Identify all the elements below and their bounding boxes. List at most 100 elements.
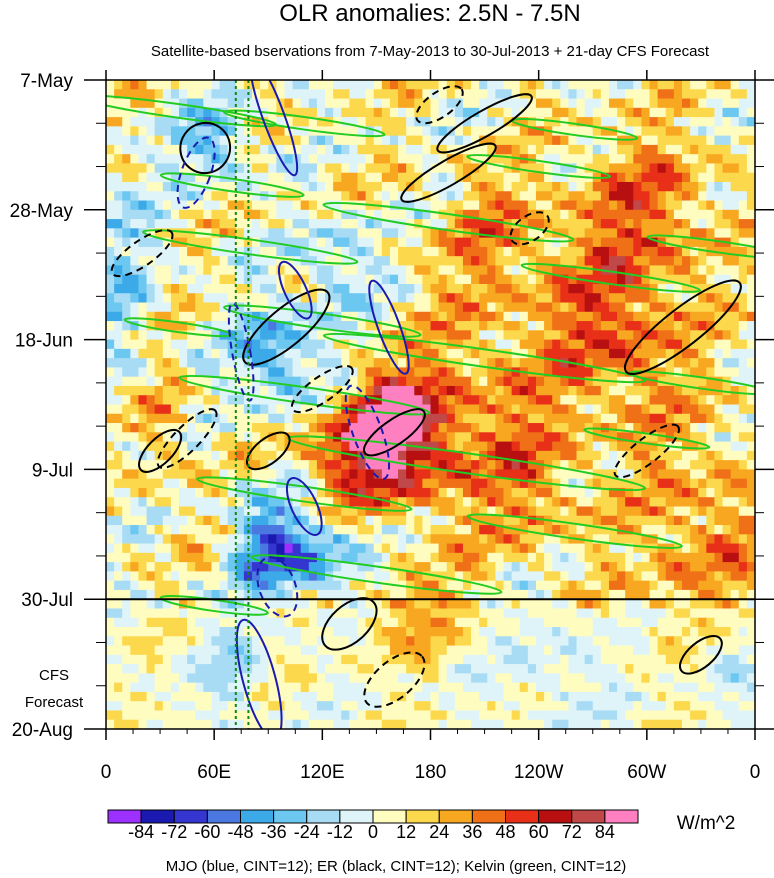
heat-cell <box>154 478 164 489</box>
heat-cell <box>462 321 472 331</box>
heat-cell <box>730 543 740 554</box>
heat-cell <box>511 311 521 322</box>
heat-cell <box>219 181 229 192</box>
heat-cell <box>106 645 115 656</box>
heat-cell <box>535 237 545 248</box>
heat-cell <box>106 246 115 257</box>
heat-cell <box>398 385 407 396</box>
heat-cell <box>300 98 310 109</box>
heat-cell <box>333 219 342 229</box>
heat-cell <box>487 209 496 220</box>
heat-cell <box>292 385 302 396</box>
heat-cell <box>398 469 407 480</box>
heat-cell <box>195 163 204 174</box>
heat-cell <box>430 163 440 174</box>
heat-cell <box>203 246 213 257</box>
heat-cell <box>746 645 755 656</box>
heat-cell <box>576 552 586 563</box>
heat-cell <box>308 181 318 192</box>
heat-cell <box>114 525 123 535</box>
heat-cell <box>600 191 610 202</box>
heat-cell <box>106 283 115 294</box>
heat-cell <box>698 117 707 127</box>
heat-cell <box>260 348 269 359</box>
heat-cell <box>130 395 140 406</box>
heat-cell <box>406 580 415 591</box>
heat-cell <box>406 181 415 192</box>
heat-cell <box>195 627 204 637</box>
heat-cell <box>438 450 448 461</box>
heat-cell <box>552 580 561 591</box>
heat-cell <box>552 358 561 369</box>
heat-cell <box>365 543 375 554</box>
heat-cell <box>487 385 496 396</box>
heat-cell <box>316 339 326 350</box>
heat-cell <box>503 348 513 359</box>
heat-cell <box>187 181 196 192</box>
heat-cell <box>260 562 269 572</box>
heat-cell <box>560 506 570 517</box>
heat-cell <box>381 339 391 350</box>
heat-cell <box>406 107 415 118</box>
heat-cell <box>535 302 545 313</box>
heat-cell <box>316 423 326 433</box>
heat-cell <box>292 404 302 415</box>
heat-cell <box>406 246 415 257</box>
heat-cell <box>584 246 594 257</box>
heat-cell <box>592 589 602 600</box>
heat-cell <box>592 552 602 563</box>
heat-cell <box>138 348 148 359</box>
heat-cell <box>389 181 399 192</box>
heat-cell <box>746 163 755 174</box>
heat-cell <box>438 117 448 127</box>
heat-cell <box>195 339 204 350</box>
heat-cell <box>714 487 724 498</box>
heat-cell <box>373 154 383 165</box>
heat-cell <box>276 580 286 591</box>
heat-cell <box>325 358 334 369</box>
heat-cell <box>657 552 667 563</box>
heat-cell <box>195 265 204 276</box>
heat-cell <box>300 617 310 628</box>
heat-cell <box>487 200 496 211</box>
heat-cell <box>503 191 513 202</box>
heat-cell <box>690 321 699 331</box>
heat-cell <box>276 339 286 350</box>
heat-cell <box>641 460 651 470</box>
heat-cell <box>203 191 213 202</box>
heat-cell <box>227 469 237 480</box>
heat-cell <box>187 311 196 322</box>
heat-cell <box>438 617 448 628</box>
heat-cell <box>633 515 643 526</box>
heat-cell <box>154 552 164 563</box>
heat-cell <box>625 293 634 304</box>
heat-cell <box>138 80 148 90</box>
heat-cell <box>633 256 643 267</box>
heat-cell <box>649 200 659 211</box>
heat-cell <box>471 404 480 415</box>
heat-cell <box>422 321 432 331</box>
heat-cell <box>162 172 172 183</box>
heat-cell <box>276 441 286 452</box>
heat-cell <box>430 358 440 369</box>
heat-cell <box>673 460 683 470</box>
heat-cell <box>730 432 740 443</box>
heat-cell <box>276 246 286 257</box>
heat-cell <box>154 172 164 183</box>
heat-cell <box>544 302 553 313</box>
heat-cell <box>349 534 359 545</box>
heat-cell <box>381 126 391 137</box>
heat-cell <box>333 543 342 554</box>
heat-cell <box>341 367 350 378</box>
heat-cell <box>681 348 691 359</box>
plot-area <box>106 80 755 729</box>
heat-cell <box>122 376 131 387</box>
heat-cell <box>462 237 472 248</box>
heat-cell <box>389 246 399 257</box>
heat-cell <box>422 256 432 267</box>
heat-cell <box>292 534 302 545</box>
heat-cell <box>122 487 131 498</box>
heat-cell <box>544 283 553 294</box>
heat-cell <box>673 599 683 610</box>
heat-cell <box>130 571 140 582</box>
